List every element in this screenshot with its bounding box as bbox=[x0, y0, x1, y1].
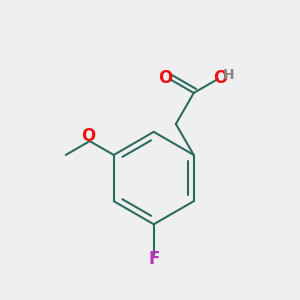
Text: H: H bbox=[222, 68, 234, 82]
Text: F: F bbox=[148, 250, 159, 268]
Text: O: O bbox=[158, 69, 173, 87]
Text: O: O bbox=[81, 127, 95, 145]
Text: O: O bbox=[213, 69, 227, 87]
